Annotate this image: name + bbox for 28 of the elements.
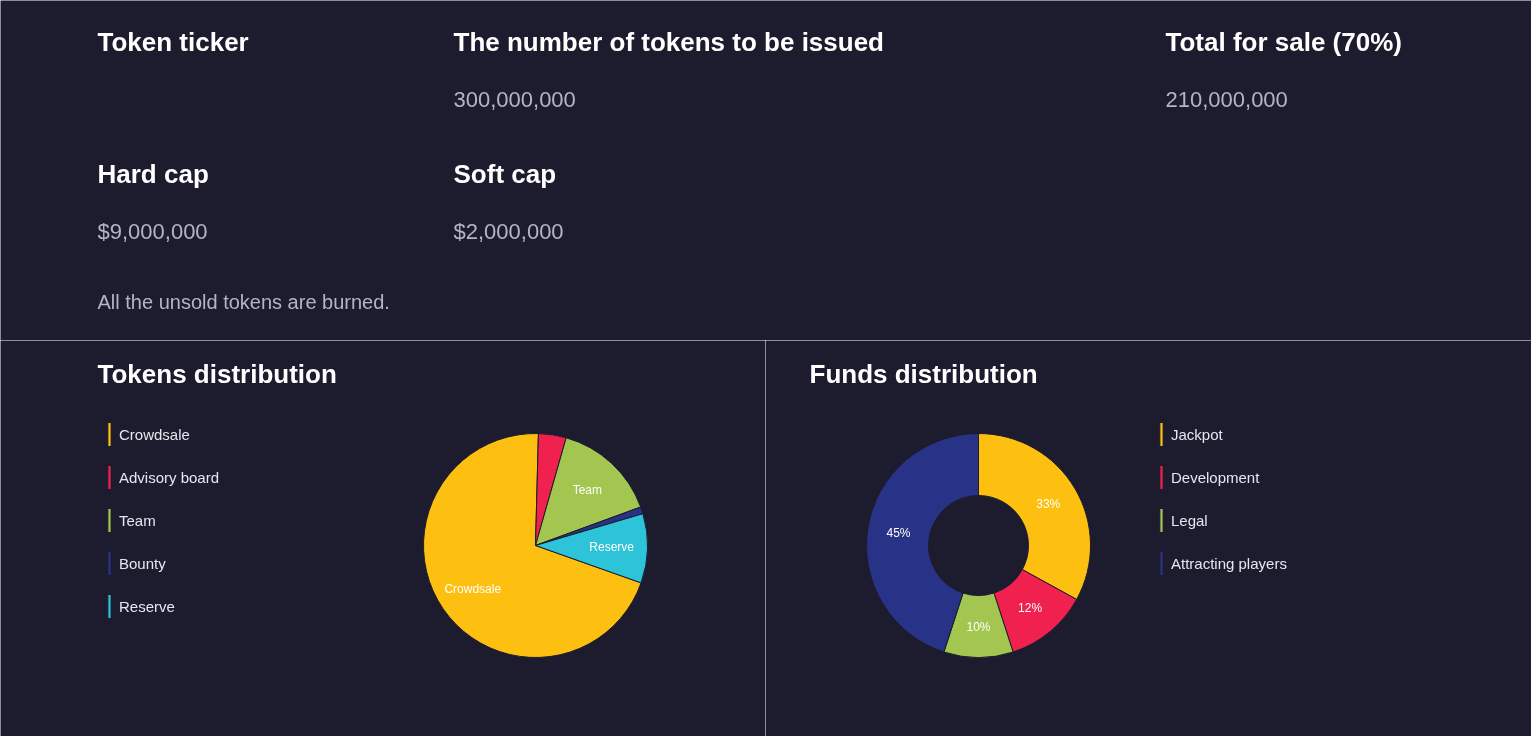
data-label: 12%	[1018, 600, 1043, 615]
legend-label: Reserve	[119, 596, 175, 617]
text: Hard cap	[97, 158, 209, 189]
data-label: 45%	[886, 525, 911, 540]
data-label: Team	[572, 482, 603, 497]
text: The number of tokens to be issued	[453, 26, 884, 57]
legend-label: Advisory board	[119, 467, 220, 488]
text: Soft cap	[453, 158, 557, 189]
legend-label: Team	[119, 510, 156, 531]
text: Total for sale (70%)	[1165, 26, 1402, 57]
text: Token ticker	[97, 26, 249, 57]
data-label: Crowdsale	[444, 581, 502, 596]
text: $9,000,000	[97, 219, 208, 244]
text: All the unsold tokens are burned.	[97, 290, 390, 313]
data-label: 10%	[966, 619, 991, 634]
legend-label: Bounty	[119, 553, 166, 574]
legend-label: Development	[1171, 467, 1260, 488]
legend-label: Jackpot	[1171, 424, 1223, 445]
legend-label: Attracting players	[1171, 553, 1287, 574]
text: 300,000,000	[453, 87, 576, 112]
text: 210,000,000	[1165, 87, 1288, 112]
chart-title: Tokens distribution	[97, 358, 337, 389]
legend-label: Crowdsale	[119, 424, 190, 445]
legend-label: Legal	[1171, 510, 1208, 531]
data-label: Reserve	[589, 540, 635, 555]
text: $2,000,000	[453, 219, 564, 244]
chart-title: Funds distribution	[809, 358, 1038, 389]
data-label: 33%	[1036, 497, 1061, 512]
